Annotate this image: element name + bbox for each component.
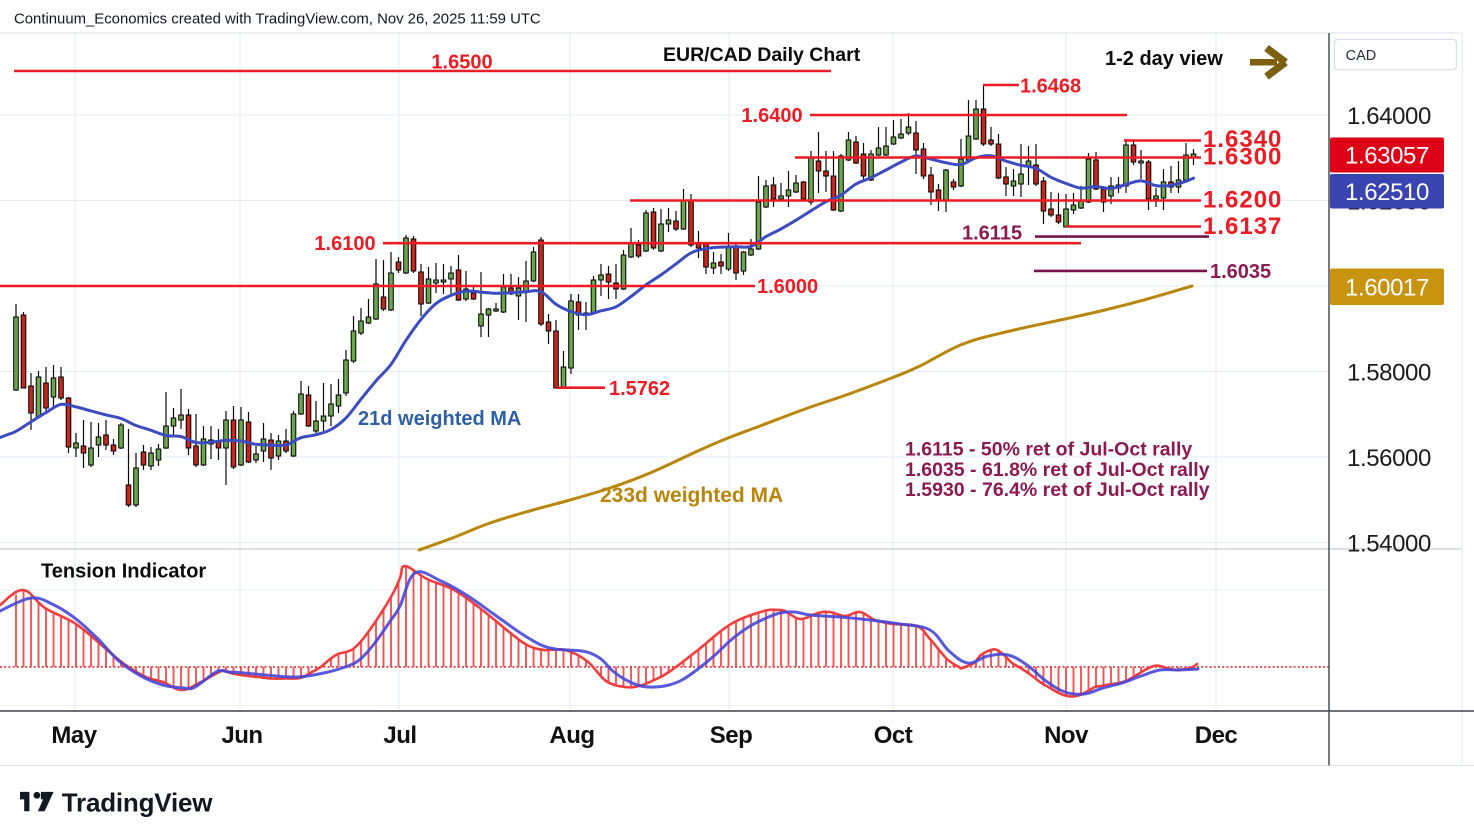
svg-text:1.6115 - 50% ret of Jul-Oct ra: 1.6115 - 50% ret of Jul-Oct rally [905, 439, 1192, 461]
svg-text:1.64000: 1.64000 [1347, 103, 1431, 130]
svg-text:21d weighted MA: 21d weighted MA [358, 408, 521, 430]
svg-text:1.6035 - 61.8% ret of Jul-Oct: 1.6035 - 61.8% ret of Jul-Oct rally [905, 459, 1210, 481]
svg-text:1.5762: 1.5762 [609, 378, 670, 400]
svg-text:EUR/CAD Daily Chart: EUR/CAD Daily Chart [663, 44, 861, 66]
svg-text:1.6300: 1.6300 [1203, 144, 1282, 171]
svg-text:1.5930 - 76.4% ret of Jul-Oct: 1.5930 - 76.4% ret of Jul-Oct rally [905, 479, 1210, 501]
svg-text:Jun: Jun [221, 722, 262, 749]
svg-text:1.6400: 1.6400 [741, 105, 802, 127]
svg-text:1.6137: 1.6137 [1203, 213, 1282, 240]
svg-text:Sep: Sep [710, 722, 753, 749]
svg-text:1.6500: 1.6500 [431, 52, 492, 74]
svg-text:1.56000: 1.56000 [1347, 445, 1431, 472]
svg-text:1.58000: 1.58000 [1347, 359, 1431, 386]
svg-text:1.63057: 1.63057 [1345, 143, 1429, 170]
svg-text:1.62510: 1.62510 [1345, 179, 1429, 206]
svg-text:1.6100: 1.6100 [314, 233, 375, 255]
svg-text:1.6468: 1.6468 [1020, 76, 1081, 98]
svg-text:1.6000: 1.6000 [757, 276, 818, 298]
svg-text:233d weighted MA: 233d weighted MA [600, 484, 783, 507]
svg-text:May: May [51, 722, 97, 749]
svg-text:Tension Indicator: Tension Indicator [41, 561, 206, 583]
svg-text:Nov: Nov [1044, 722, 1089, 749]
svg-text:Oct: Oct [874, 722, 913, 749]
svg-text:1.54000: 1.54000 [1347, 530, 1431, 557]
svg-text:1.60017: 1.60017 [1345, 274, 1429, 301]
svg-text:1-2 day view: 1-2 day view [1105, 48, 1223, 70]
svg-text:Aug: Aug [549, 722, 594, 749]
svg-text:CAD: CAD [1346, 48, 1377, 64]
svg-text:1.6035: 1.6035 [1210, 261, 1271, 283]
svg-text:Dec: Dec [1195, 722, 1238, 749]
svg-text:1.6200: 1.6200 [1203, 187, 1282, 214]
svg-text:TradingView: TradingView [62, 788, 213, 818]
svg-text:1.6340: 1.6340 [1203, 126, 1282, 153]
svg-text:1.6115: 1.6115 [962, 223, 1022, 245]
svg-text:Jul: Jul [383, 722, 416, 749]
svg-text:Continuum_Economics created wi: Continuum_Economics created with Trading… [14, 12, 541, 28]
